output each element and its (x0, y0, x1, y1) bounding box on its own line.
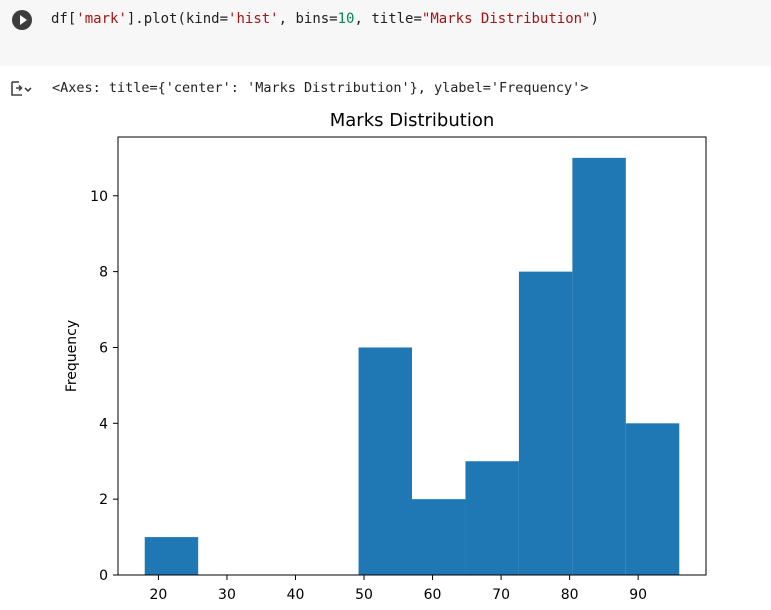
x-tick-label: 30 (218, 587, 236, 603)
y-axis-label: Frequency (64, 320, 80, 392)
output-text: <Axes: title={'center': 'Marks Distribut… (52, 80, 589, 96)
x-tick-label: 20 (150, 587, 168, 603)
x-tick-label: 50 (355, 587, 373, 603)
code-token: 'hist' (228, 11, 279, 27)
histogram-bar (625, 423, 680, 575)
histogram-bar (572, 157, 626, 575)
code-token: 'mark' (76, 11, 127, 27)
y-tick-label: 6 (99, 340, 108, 356)
histogram-bar (518, 271, 573, 575)
code-token: ].plot(kind= (126, 11, 229, 27)
run-cell-button[interactable] (12, 10, 32, 30)
chart-title: Marks Distribution (330, 110, 495, 131)
code-token: ) (590, 11, 599, 27)
y-tick-label: 0 (99, 568, 108, 584)
code-token: "Marks Distribution" (421, 11, 591, 27)
output-toggle-icon[interactable] (10, 80, 34, 98)
code-editor-line[interactable]: df['mark'].plot(kind='hist', bins=10, ti… (51, 11, 599, 27)
x-tick-label: 80 (561, 587, 579, 603)
histogram-bar (144, 537, 199, 575)
x-tick-label: 60 (424, 587, 442, 603)
histogram-bar (465, 461, 519, 575)
code-token: df[ (51, 11, 77, 27)
y-tick-label: 10 (90, 189, 108, 205)
histogram-bar (358, 347, 412, 575)
code-token: , bins= (278, 11, 338, 27)
code-token: , title= (354, 11, 422, 27)
histogram-bar (412, 499, 466, 575)
code-token: 10 (337, 11, 355, 27)
bars-group (144, 157, 680, 575)
axes-frame (117, 136, 707, 576)
y-tick-label: 8 (99, 265, 108, 281)
y-tick-label: 4 (99, 416, 108, 432)
y-tick-label: 2 (99, 492, 108, 508)
x-tick-label: 70 (492, 587, 510, 603)
y-ticks-group: 0 2 4 6 8 10 (90, 189, 118, 584)
x-ticks-group: 20 30 40 50 60 70 80 90 (150, 575, 647, 603)
code-cell[interactable]: df['mark'].plot(kind='hist', bins=10, ti… (0, 0, 771, 66)
x-tick-label: 40 (287, 587, 305, 603)
x-tick-label: 90 (629, 587, 647, 603)
